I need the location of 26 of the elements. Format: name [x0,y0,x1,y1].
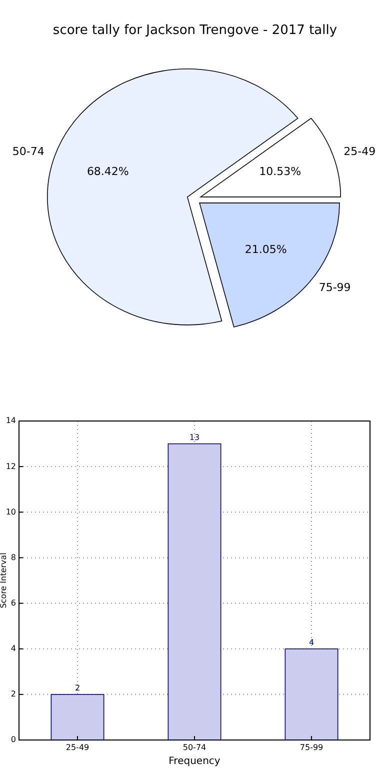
data-label: 4 [308,638,314,647]
slice-label: 25-49 [344,145,376,158]
data-label: 2 [74,683,80,692]
y-tick-label: 6 [10,598,16,608]
bar [168,443,222,740]
y-tick-label: 8 [10,552,16,562]
slice-label: 75-99 [318,280,351,294]
data-label: 10.53% [259,164,302,178]
chart-title: score tally for Jackson Trengove - 2017 tally [52,23,338,38]
slice-label: 50-74 [12,145,44,158]
y-tick-label: 12 [6,462,16,471]
x-axis-title: Frequency [168,756,220,767]
data-label: 68.42% [86,165,129,178]
x-tick-label: 25-49 [66,743,90,752]
y-tick-label: 0 [10,735,16,744]
y-tick-label: 4 [10,644,16,654]
bar [284,648,338,740]
data-label: 13 [189,432,200,442]
y-axis-title: Score Interval [0,552,8,608]
y-tick-label: 10 [6,507,16,516]
x-tick-label: 50-74 [182,743,206,752]
bar [50,694,104,740]
data-label: 21.05% [244,243,287,256]
x-tick-label: 75-99 [300,743,324,752]
y-tick-label: 14 [6,416,16,426]
y-tick-label: 2 [10,690,16,699]
